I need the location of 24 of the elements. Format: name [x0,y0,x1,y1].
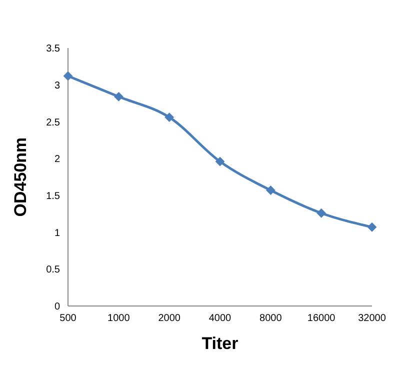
y-tick-label: 2 [54,154,60,166]
y-tick-label: 1.5 [46,190,60,202]
point [316,208,326,218]
y-tick-label: 3.5 [46,44,60,55]
point [114,92,124,102]
y-axis-title: OD450nm [11,137,30,217]
x-tick-label: 4000 [208,313,232,324]
y-tick-label: 3 [54,80,60,92]
x-tick-label: 2000 [158,313,181,324]
y-tick-label: 0.5 [46,264,60,276]
point [216,157,224,166]
x-tick-label: 1000 [108,313,130,324]
x-tick-label: 500 [60,313,77,324]
x-tick-label: 32000 [358,313,386,324]
point [64,72,72,81]
x-axis-title: Titer [202,334,239,353]
x-tick-label: 16000 [307,313,336,324]
y-tick-label: 0 [54,302,60,313]
x-tick-label: 8000 [260,313,282,324]
point [368,222,376,232]
point [266,186,276,195]
point [164,112,174,122]
y-tick-label: 2.5 [46,117,60,128]
y-tick-label: 1 [54,228,60,239]
